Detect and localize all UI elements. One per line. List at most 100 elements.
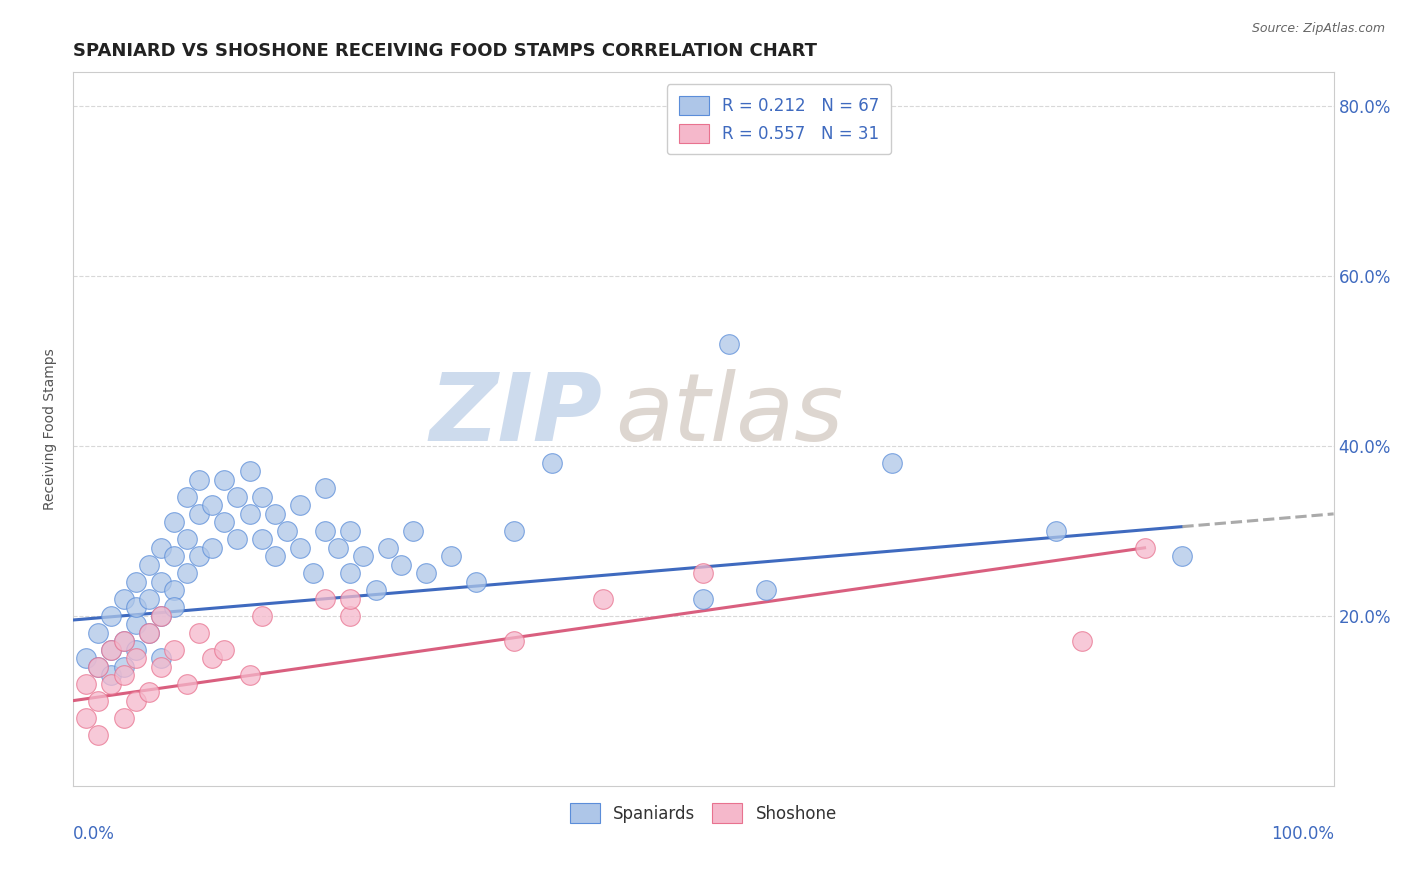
Point [112,634,135,648]
Legend: Spaniards, Shoshone: Spaniards, Shoshone [558,792,848,834]
Point [239,507,262,521]
Point [112,591,135,606]
Point [465,574,488,589]
Point [125,600,148,615]
Point [150,608,173,623]
Point [1045,524,1067,538]
Text: atlas: atlas [616,369,844,460]
Point [755,583,778,598]
Point [87,693,110,707]
Point [201,651,224,665]
Point [188,507,211,521]
Point [163,516,186,530]
Point [163,583,186,598]
Point [112,634,135,648]
Point [150,608,173,623]
Point [364,583,387,598]
Point [100,642,122,657]
Point [1171,549,1194,564]
Point [87,728,110,742]
Point [503,524,526,538]
Point [692,566,714,581]
Point [263,507,285,521]
Point [239,668,262,682]
Point [314,524,336,538]
Point [150,574,173,589]
Point [138,685,160,699]
Point [541,456,564,470]
Point [250,533,273,547]
Text: 100.0%: 100.0% [1271,825,1334,843]
Text: Source: ZipAtlas.com: Source: ZipAtlas.com [1251,22,1385,36]
Point [314,591,336,606]
Point [176,566,198,581]
Point [150,541,173,555]
Point [339,524,361,538]
Point [352,549,374,564]
Point [326,541,349,555]
Point [440,549,463,564]
Point [226,490,249,504]
Point [201,499,224,513]
Point [339,566,361,581]
Point [201,541,224,555]
Point [188,625,211,640]
Point [250,490,273,504]
Point [263,549,285,564]
Point [377,541,399,555]
Point [288,541,311,555]
Point [250,608,273,623]
Point [239,465,262,479]
Point [882,456,904,470]
Point [301,566,323,581]
Point [214,516,236,530]
Point [692,591,714,606]
Point [314,482,336,496]
Point [125,574,148,589]
Point [276,524,298,538]
Point [415,566,437,581]
Point [138,591,160,606]
Point [150,659,173,673]
Point [176,533,198,547]
Y-axis label: Receiving Food Stamps: Receiving Food Stamps [44,348,58,510]
Point [100,676,122,690]
Point [87,659,110,673]
Point [75,711,97,725]
Point [112,668,135,682]
Text: SPANIARD VS SHOSHONE RECEIVING FOOD STAMPS CORRELATION CHART: SPANIARD VS SHOSHONE RECEIVING FOOD STAM… [73,42,817,60]
Point [100,608,122,623]
Point [125,642,148,657]
Point [75,651,97,665]
Point [389,558,412,572]
Point [125,617,148,632]
Point [339,608,361,623]
Point [150,651,173,665]
Point [214,473,236,487]
Point [188,473,211,487]
Point [1133,541,1156,555]
Point [125,693,148,707]
Text: ZIP: ZIP [430,368,603,461]
Point [226,533,249,547]
Point [1070,634,1092,648]
Point [288,499,311,513]
Point [592,591,614,606]
Point [87,659,110,673]
Point [163,549,186,564]
Point [87,625,110,640]
Point [188,549,211,564]
Text: 0.0%: 0.0% [73,825,115,843]
Point [100,642,122,657]
Point [163,642,186,657]
Point [176,676,198,690]
Point [402,524,425,538]
Point [339,591,361,606]
Point [163,600,186,615]
Point [100,668,122,682]
Point [138,625,160,640]
Point [503,634,526,648]
Point [112,711,135,725]
Point [112,659,135,673]
Point [125,651,148,665]
